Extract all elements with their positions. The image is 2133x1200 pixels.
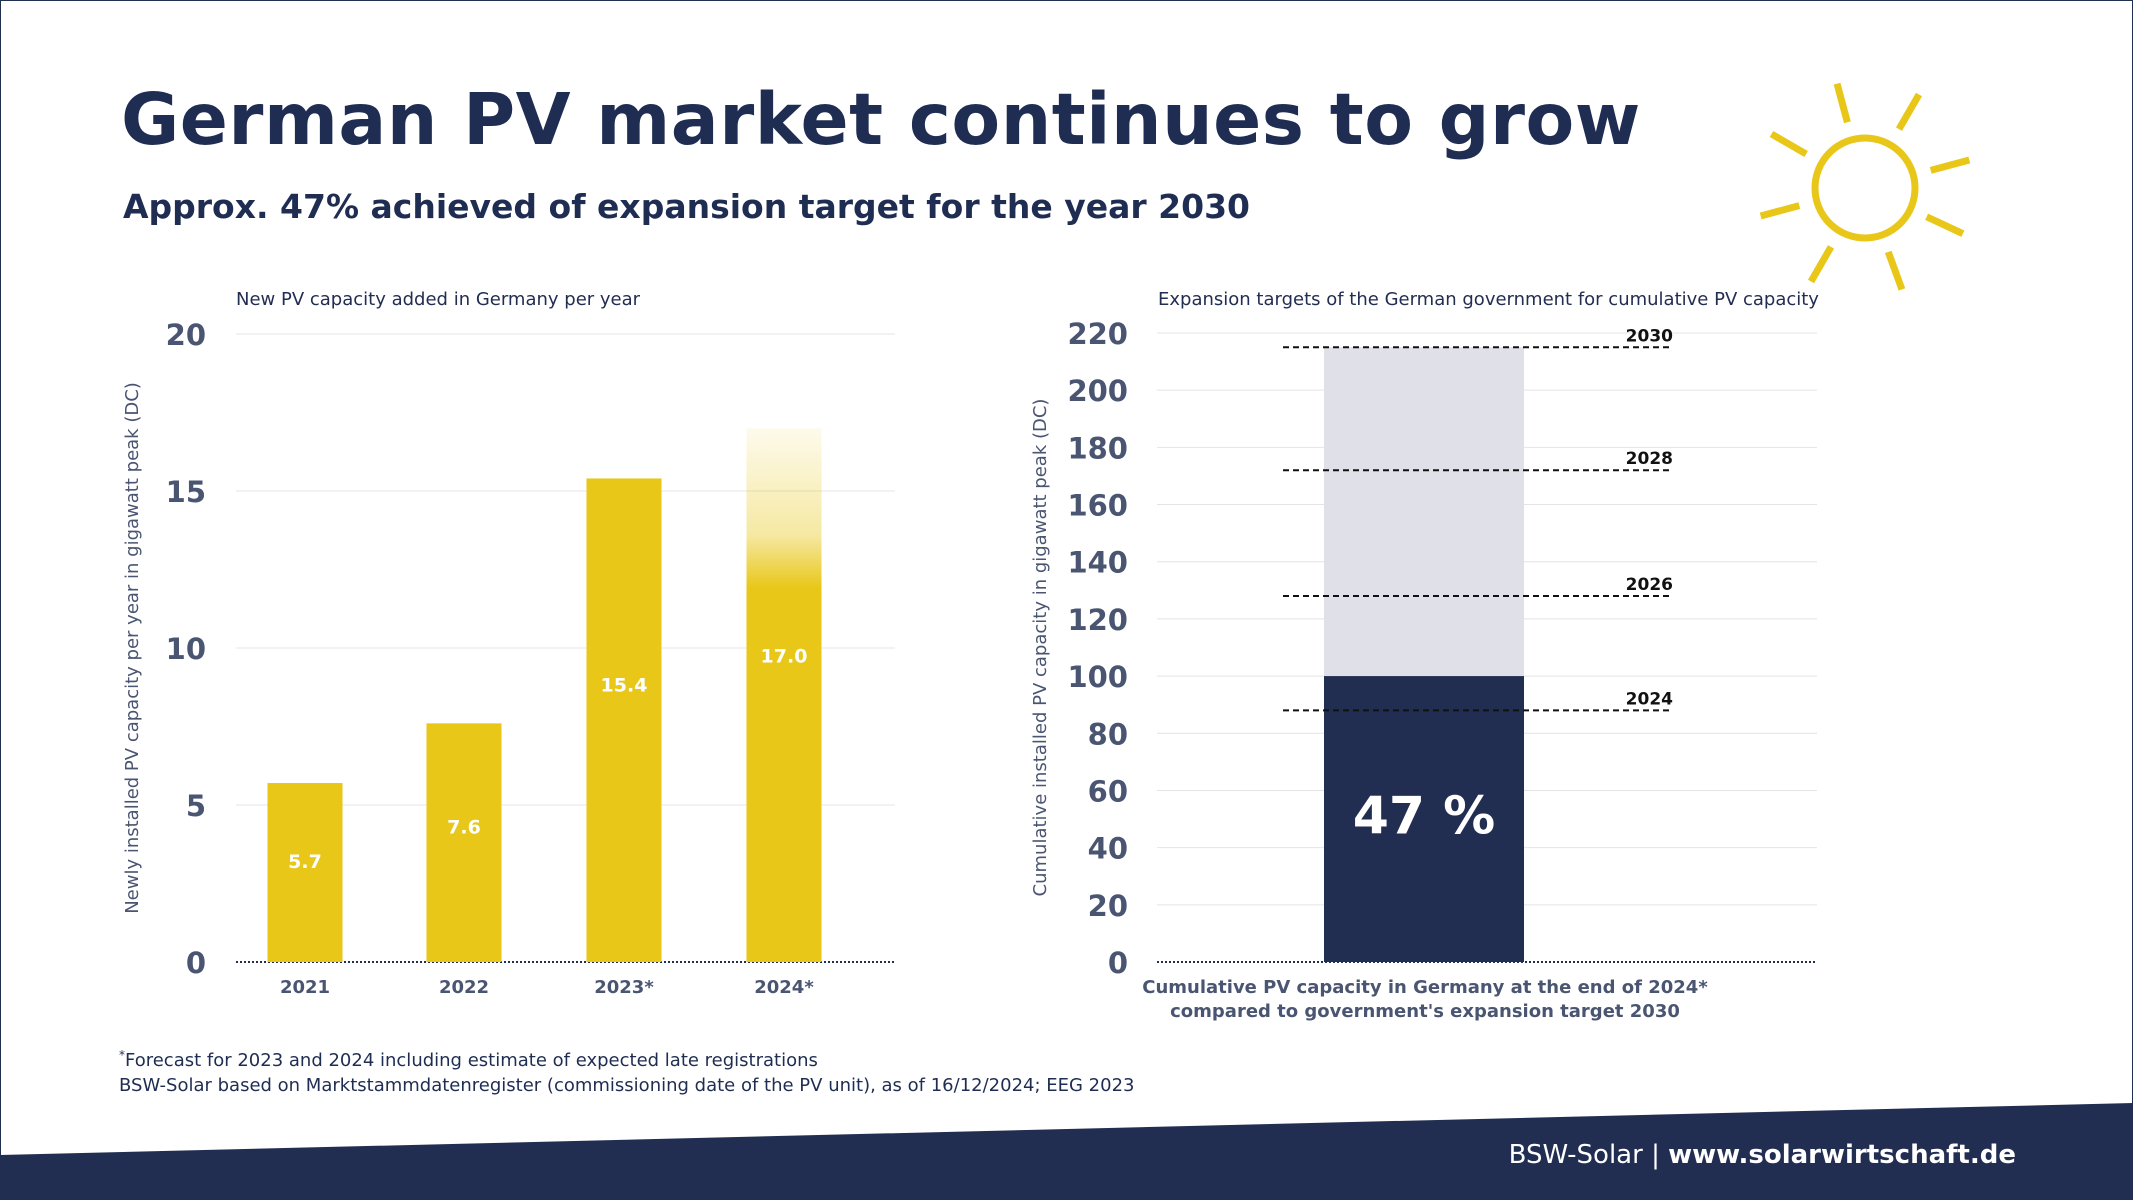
chart2-x-axis-label: Cumulative PV capacity in Germany at the… bbox=[1142, 977, 1708, 998]
chart1-ytick-label: 15 bbox=[166, 475, 206, 509]
chart2-ytick-label: 140 bbox=[1067, 546, 1128, 580]
chart2-target-bar bbox=[1324, 347, 1524, 677]
charts-canvas: New PV capacity added in Germany per yea… bbox=[122, 289, 1819, 1022]
chart2-ytick-label: 120 bbox=[1067, 603, 1128, 637]
sun-disc bbox=[1811, 134, 1919, 242]
footnote-forecast: *Forecast for 2023 and 2024 including es… bbox=[119, 1048, 818, 1071]
chart1-title: New PV capacity added in Germany per yea… bbox=[236, 289, 641, 310]
chart1-bar-2021 bbox=[267, 783, 343, 962]
chart2-ytick-label: 40 bbox=[1088, 832, 1128, 866]
chart2-y-axis-label: Cumulative installed PV capacity in giga… bbox=[1030, 399, 1051, 897]
chart2-ytick-label: 200 bbox=[1067, 374, 1128, 408]
chart1-ytick-label: 0 bbox=[186, 946, 206, 980]
footnote-source: BSW-Solar based on Marktstammdatenregist… bbox=[119, 1075, 1135, 1096]
chart1-category-label: 2022 bbox=[439, 977, 489, 998]
chart1-y-axis-label: Newly installed PV capacity per year in … bbox=[122, 382, 143, 914]
sun-ray bbox=[1925, 213, 1965, 237]
sun-ray bbox=[1884, 250, 1906, 291]
chart1-data-label: 5.7 bbox=[288, 851, 322, 873]
sun-icon bbox=[1759, 82, 1971, 291]
sun-ray bbox=[1895, 92, 1923, 131]
chart1-bar-2023* bbox=[586, 478, 662, 962]
sun-ray bbox=[1833, 82, 1851, 124]
sun-ray bbox=[1929, 156, 1971, 174]
chart1-category-label: 2024* bbox=[754, 977, 814, 998]
chart1-data-label: 17.0 bbox=[761, 645, 808, 667]
chart1-ytick-label: 10 bbox=[166, 632, 206, 666]
footnote-mark: * bbox=[119, 1048, 125, 1062]
chart2-ytick-label: 80 bbox=[1088, 717, 1128, 751]
chart1-bar-2022 bbox=[426, 723, 502, 962]
sun-ray bbox=[1807, 245, 1835, 284]
chart2-ytick-label: 20 bbox=[1088, 889, 1128, 923]
footer-brand-url: BSW-Solar | www.solarwirtschaft.de bbox=[1509, 1140, 2016, 1170]
page-title: German PV market continues to grow bbox=[121, 78, 1641, 161]
chart2-achieved-label: 47 % bbox=[1353, 786, 1496, 846]
chart2-ytick-label: 160 bbox=[1067, 489, 1128, 523]
chart2-target-label: 2030 bbox=[1626, 326, 1673, 346]
footer-brand: BSW-Solar bbox=[1508, 1140, 1643, 1170]
footer-separator: | bbox=[1651, 1140, 1660, 1170]
page-subtitle: Approx. 47% achieved of expansion target… bbox=[123, 187, 1250, 226]
chart2-ytick-label: 220 bbox=[1067, 317, 1128, 351]
chart1-bar-2024* bbox=[746, 428, 822, 962]
chart2-achieved-bar bbox=[1324, 676, 1524, 962]
footer-url[interactable]: www.solarwirtschaft.de bbox=[1668, 1140, 2016, 1170]
chart1-category-label: 2021 bbox=[280, 977, 330, 998]
chart1-ytick-label: 20 bbox=[166, 318, 206, 352]
chart2-x-axis-label: compared to government's expansion targe… bbox=[1170, 1001, 1680, 1022]
chart1-data-label: 7.6 bbox=[447, 817, 481, 839]
chart2-title: Expansion targets of the German governme… bbox=[1158, 289, 1819, 310]
sun-ray bbox=[1769, 130, 1808, 158]
chart1-category-label: 2023* bbox=[594, 977, 654, 998]
chart2-target-label: 2026 bbox=[1626, 575, 1673, 595]
chart2-ytick-label: 180 bbox=[1067, 431, 1128, 465]
chart2-ytick-label: 100 bbox=[1067, 660, 1128, 694]
chart1-ytick-label: 5 bbox=[186, 789, 206, 823]
chart2-ytick-label: 60 bbox=[1088, 774, 1128, 808]
chart2-target-label: 2028 bbox=[1626, 449, 1673, 469]
sun-ray bbox=[1759, 202, 1801, 220]
chart1-data-label: 15.4 bbox=[601, 675, 648, 697]
chart2-ytick-label: 0 bbox=[1108, 946, 1128, 980]
chart2-target-label: 2024 bbox=[1626, 689, 1673, 709]
